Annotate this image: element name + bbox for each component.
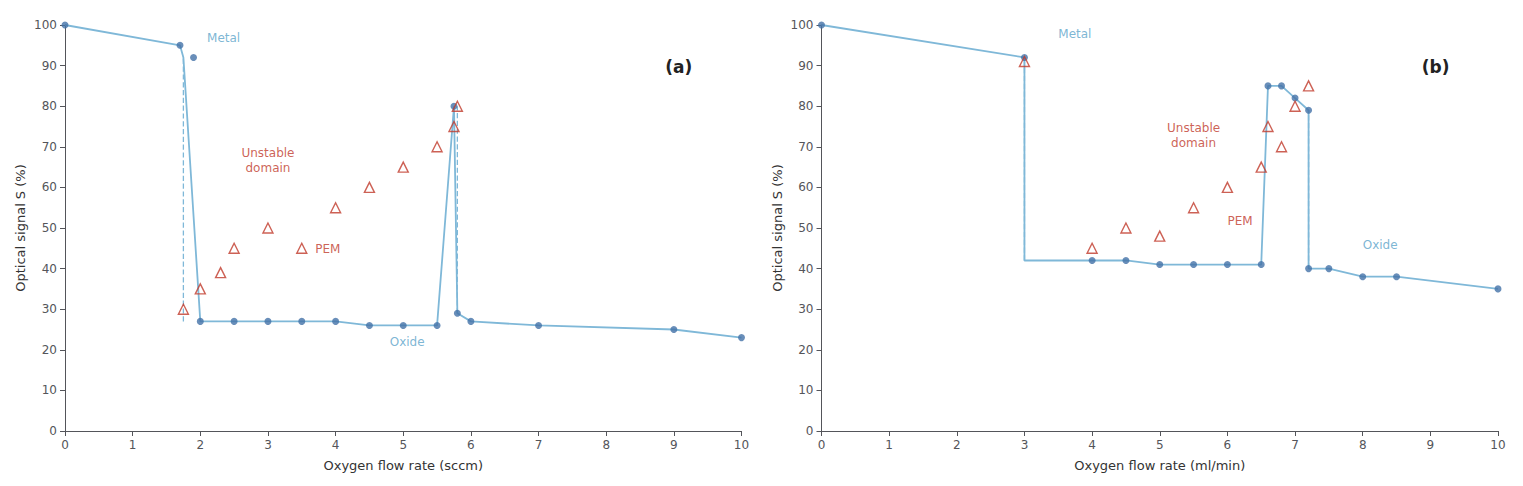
svg-text:70: 70 bbox=[42, 140, 57, 154]
svg-text:4: 4 bbox=[332, 438, 340, 452]
svg-text:Oxide: Oxide bbox=[390, 335, 425, 349]
svg-text:9: 9 bbox=[1427, 438, 1435, 452]
svg-text:20: 20 bbox=[798, 343, 813, 357]
svg-text:30: 30 bbox=[42, 302, 57, 316]
svg-text:5: 5 bbox=[1156, 438, 1164, 452]
svg-text:100: 100 bbox=[34, 18, 57, 32]
svg-text:40: 40 bbox=[798, 262, 813, 276]
svg-text:1: 1 bbox=[885, 438, 893, 452]
svg-text:70: 70 bbox=[798, 140, 813, 154]
svg-text:PEM: PEM bbox=[1227, 214, 1252, 228]
svg-text:Oxide: Oxide bbox=[1363, 238, 1398, 252]
svg-text:Metal: Metal bbox=[1058, 27, 1091, 41]
svg-text:Optical signal S (%): Optical signal S (%) bbox=[13, 164, 28, 292]
svg-text:6: 6 bbox=[467, 438, 475, 452]
svg-text:(a): (a) bbox=[665, 57, 692, 77]
svg-text:8: 8 bbox=[602, 438, 610, 452]
svg-text:5: 5 bbox=[399, 438, 407, 452]
svg-text:2: 2 bbox=[196, 438, 204, 452]
svg-text:0: 0 bbox=[61, 438, 69, 452]
svg-text:3: 3 bbox=[1021, 438, 1029, 452]
svg-text:10: 10 bbox=[798, 383, 813, 397]
svg-text:10: 10 bbox=[734, 438, 749, 452]
svg-text:(b): (b) bbox=[1422, 57, 1450, 77]
svg-text:domain: domain bbox=[245, 161, 290, 175]
svg-text:100: 100 bbox=[791, 18, 814, 32]
svg-text:Oxygen flow rate (ml/min): Oxygen flow rate (ml/min) bbox=[1074, 458, 1245, 473]
svg-text:7: 7 bbox=[1291, 438, 1299, 452]
svg-text:1: 1 bbox=[129, 438, 137, 452]
svg-text:80: 80 bbox=[798, 99, 813, 113]
svg-text:90: 90 bbox=[42, 59, 57, 73]
svg-text:10: 10 bbox=[1490, 438, 1505, 452]
svg-text:30: 30 bbox=[798, 302, 813, 316]
svg-text:50: 50 bbox=[798, 221, 813, 235]
svg-text:domain: domain bbox=[1171, 136, 1216, 150]
svg-text:Unstable: Unstable bbox=[241, 146, 294, 160]
svg-text:PEM: PEM bbox=[315, 242, 340, 256]
svg-text:3: 3 bbox=[264, 438, 272, 452]
svg-text:6: 6 bbox=[1224, 438, 1232, 452]
svg-text:Metal: Metal bbox=[207, 31, 240, 45]
svg-text:Unstable: Unstable bbox=[1167, 121, 1220, 135]
svg-text:8: 8 bbox=[1359, 438, 1367, 452]
svg-text:60: 60 bbox=[798, 180, 813, 194]
svg-text:0: 0 bbox=[818, 438, 826, 452]
svg-text:2: 2 bbox=[953, 438, 961, 452]
svg-text:40: 40 bbox=[42, 262, 57, 276]
svg-text:80: 80 bbox=[42, 99, 57, 113]
svg-text:50: 50 bbox=[42, 221, 57, 235]
svg-text:10: 10 bbox=[42, 383, 57, 397]
svg-text:9: 9 bbox=[670, 438, 678, 452]
svg-text:0: 0 bbox=[806, 424, 814, 438]
svg-text:7: 7 bbox=[535, 438, 543, 452]
svg-text:0: 0 bbox=[49, 424, 57, 438]
svg-text:Optical signal S (%): Optical signal S (%) bbox=[770, 164, 785, 292]
svg-text:60: 60 bbox=[42, 180, 57, 194]
svg-text:20: 20 bbox=[42, 343, 57, 357]
svg-text:Oxygen flow rate (sccm): Oxygen flow rate (sccm) bbox=[323, 458, 483, 473]
svg-text:90: 90 bbox=[798, 59, 813, 73]
svg-text:4: 4 bbox=[1088, 438, 1096, 452]
